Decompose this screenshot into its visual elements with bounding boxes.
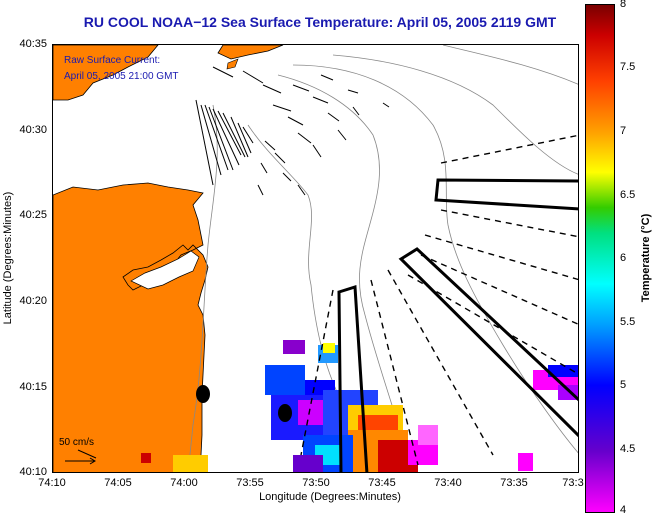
station-marker: [278, 404, 292, 422]
radial-lines: [300, 134, 578, 466]
scale-label: 50 cm/s: [59, 437, 95, 448]
land-nj-coast: [53, 182, 209, 472]
y-tick-label: 40:30: [19, 124, 47, 136]
temperature-colorbar: [585, 4, 615, 513]
colorbar-tick: 4.5: [620, 443, 636, 455]
x-tick-label: 74:10: [38, 477, 66, 489]
colorbar-tick: 5.5: [620, 316, 636, 328]
current-vectors: [77, 66, 390, 459]
colorbar-tick: 6.5: [620, 189, 636, 201]
colorbar-tick: 8: [620, 0, 627, 10]
footprint-polygons: [337, 178, 578, 472]
x-tick-label: 74:00: [170, 477, 198, 489]
x-tick-label: 73:35: [500, 477, 528, 489]
colorbar-tick: 6: [620, 252, 627, 264]
sst-patches: [141, 340, 578, 472]
y-tick-label: 40:15: [19, 381, 47, 393]
current-label: Raw Surface Current:: [64, 55, 161, 66]
colorbar-label: Temperature (°C): [640, 213, 652, 303]
x-tick-label: 73:40: [434, 477, 462, 489]
y-tick-label: 40:20: [19, 295, 47, 307]
y-axis-label: Latitude (Degrees:Minutes): [2, 191, 14, 325]
y-tick-label: 40:10: [19, 466, 47, 478]
y-tick-label: 40:25: [19, 209, 47, 221]
land-inlet: [130, 250, 200, 290]
x-tick-label: 73:50: [302, 477, 330, 489]
current-timestamp: April 05, 2005 21:00 GMT: [64, 71, 179, 82]
x-tick-label: 73:55: [236, 477, 264, 489]
colorbar-tick: 7: [620, 125, 627, 137]
y-tick-label: 40:35: [19, 38, 47, 50]
station-marker: [196, 385, 210, 403]
land-top-left: [53, 45, 159, 101]
x-axis-label: Longitude (Degrees:Minutes): [259, 491, 401, 503]
land-sandy-hook: [226, 58, 239, 70]
scale-arrow-icon: [65, 457, 96, 465]
colorbar-tick: 5: [620, 379, 627, 391]
x-tick-label: 74:05: [104, 477, 132, 489]
sst-map: Raw Surface Current: April 05, 2005 21:0…: [52, 44, 579, 473]
x-tick-label: 73:3: [562, 477, 584, 489]
land-top-right: [217, 45, 284, 60]
colorbar-tick: 4: [620, 504, 627, 516]
map-graphic: [53, 45, 578, 472]
x-tick-label: 73:45: [368, 477, 396, 489]
colorbar-tick: 7.5: [620, 61, 636, 73]
map-title: RU COOL NOAA−12 Sea Surface Temperature:…: [83, 14, 557, 30]
